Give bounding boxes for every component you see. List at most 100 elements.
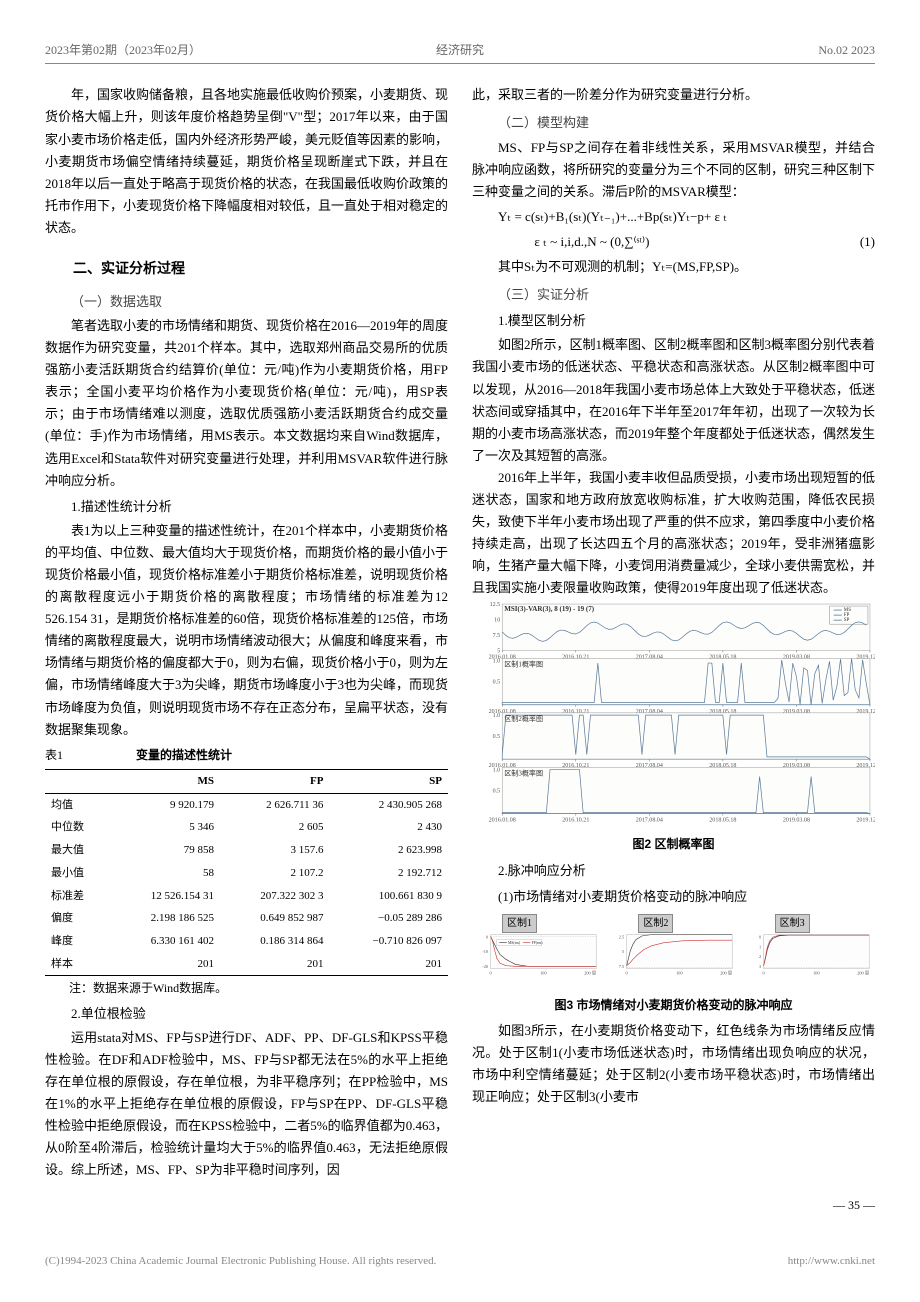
table1-cell: 207.322 302 3	[220, 885, 329, 908]
table-row: 均值9 920.1792 626.711 362 430.905 268	[45, 793, 448, 816]
sub-desc: 1.描述性统计分析	[45, 496, 448, 518]
table1-cell: 2 623.998	[329, 839, 448, 862]
table-row: 样本201201201	[45, 953, 448, 976]
table1-cell: 2 430.905 268	[329, 793, 448, 816]
page-number: — 35 —	[45, 1195, 875, 1215]
svg-text:7.5: 7.5	[493, 633, 501, 639]
table1-cell: 0.649 852 987	[220, 907, 329, 930]
table1-cell: 2 605	[220, 816, 329, 839]
svg-text:1.0: 1.0	[493, 713, 501, 719]
table-row: 最大值79 8583 157.62 623.998	[45, 839, 448, 862]
svg-text:10: 10	[494, 618, 500, 624]
table1-cell: 9 920.179	[110, 793, 219, 816]
table1-cell: 中位数	[45, 816, 110, 839]
fig3-row: 区制1 0-10-200100200 周 MS(ms) FP(ms) 区制2 2…	[472, 912, 875, 992]
svg-text:3: 3	[759, 964, 761, 969]
table1-cell: 最大值	[45, 839, 110, 862]
svg-text:2018.05.18: 2018.05.18	[709, 818, 736, 824]
table1-cell: 样本	[45, 953, 110, 976]
table1-cell: 标准差	[45, 885, 110, 908]
footer-left: (C)1994-2023 China Academic Journal Elec…	[45, 1252, 436, 1271]
table1-cell: 偏度	[45, 907, 110, 930]
header-right: No.02 2023	[598, 40, 875, 60]
table1-col: SP	[329, 770, 448, 794]
svg-text:5: 5	[497, 649, 500, 655]
footer-right: http://www.cnki.net	[788, 1252, 875, 1271]
table1-col: MS	[110, 770, 219, 794]
table1-cell: 201	[110, 953, 219, 976]
table1-cell: 峰度	[45, 930, 110, 953]
table-row: 标准差12 526.154 31207.322 302 3100.661 830…	[45, 885, 448, 908]
svg-text:5: 5	[622, 949, 624, 954]
sub-model: （二）模型构建	[472, 112, 875, 134]
svg-text:0: 0	[762, 970, 764, 975]
intro-para: 年，国家收购储备粮，且各地实施最低收购价预案，小麦期货、现货价格大幅上升，则该年…	[45, 84, 448, 239]
sub-imp: 2.脉冲响应分析	[472, 860, 875, 882]
sub-imp1: (1)市场情绪对小麦期货价格变动的脉冲响应	[472, 886, 875, 908]
sub-emp: （三）实证分析	[472, 284, 875, 306]
para-reg1: 如图2所示，区制1概率图、区制2概率图和区制3概率图分别代表着我国小麦市场的低迷…	[472, 334, 875, 467]
svg-text:0: 0	[490, 970, 492, 975]
table1-caption: 表1 变量的描述性统计	[45, 745, 448, 765]
table1-cell: 均值	[45, 793, 110, 816]
table1-cell: 6.330 161 402	[110, 930, 219, 953]
para-reg2: 2016年上半年，我国小麦丰收但品质受损，小麦市场出现短暂的低迷状态，国家和地方…	[472, 467, 875, 600]
table1-label-r: 变量的描述性统计	[136, 748, 232, 762]
regime-label: 区制2	[638, 914, 673, 933]
table-row: 峰度6.330 161 4020.186 314 864−0.710 826 0…	[45, 930, 448, 953]
svg-text:1: 1	[759, 944, 761, 949]
impulse-panel: 区制2 2.557.50100200 周	[608, 912, 738, 992]
svg-text:0.5: 0.5	[493, 734, 501, 740]
svg-text:7.5: 7.5	[619, 964, 624, 969]
table1-cell: 3 157.6	[220, 839, 329, 862]
svg-text:200 周: 200 周	[857, 970, 869, 976]
table1-cell: 12 526.154 31	[110, 885, 219, 908]
svg-text:0.5: 0.5	[493, 789, 501, 795]
svg-text:SP: SP	[844, 619, 850, 624]
svg-text:100: 100	[540, 970, 547, 975]
sub-reg: 1.模型区制分析	[472, 310, 875, 332]
table1-cell: 100.661 830 9	[329, 885, 448, 908]
footer: (C)1994-2023 China Academic Journal Elec…	[0, 1246, 920, 1281]
formula3: 其中Sₜ为不可观测的机制；Yₜ=(MS,FP,SP)。	[472, 256, 875, 278]
table1-cell: 201	[329, 953, 448, 976]
svg-text:区制3概率图: 区制3概率图	[504, 769, 543, 778]
fig2-chart: 2016.01.082016.10.212017.08.042018.05.18…	[472, 599, 875, 831]
regime-label: 区制1	[502, 914, 537, 933]
svg-text:FP(ms): FP(ms)	[532, 941, 544, 945]
left-column: 年，国家收购储备粮，且各地实施最低收购价预案，小麦期货、现货价格大幅上升，则该年…	[45, 84, 448, 1181]
svg-text:200 周: 200 周	[584, 970, 596, 976]
table1-note: 注：数据来源于Wind数据库。	[45, 978, 448, 998]
formula2-txt: ε ₜ ~ i,i,d.,N ~ (0,∑⁽ˢᵗ⁾)	[534, 234, 649, 249]
svg-text:12.5: 12.5	[490, 603, 501, 609]
eqnum1: (1)	[834, 231, 875, 253]
svg-text:MSI(3)-VAR(3), 8 (19) - 19 (7): MSI(3)-VAR(3), 8 (19) - 19 (7)	[504, 606, 595, 614]
table1-cell: −0.05 289 286	[329, 907, 448, 930]
table1-cell: 2 192.712	[329, 862, 448, 885]
table1: MSFPSP 均值9 920.1792 626.711 362 430.905 …	[45, 769, 448, 976]
table1-cell: 2 107.2	[220, 862, 329, 885]
header-bar: 2023年第02期（2023年02月） 经济研究 No.02 2023	[45, 40, 875, 64]
table1-cell: 0.186 314 864	[220, 930, 329, 953]
header-left: 2023年第02期（2023年02月）	[45, 40, 322, 60]
svg-text:2016.10.21: 2016.10.21	[562, 818, 589, 824]
svg-text:2.5: 2.5	[619, 934, 624, 939]
svg-text:100: 100	[676, 970, 683, 975]
right-column: 此，采取三者的一阶差分作为研究变量进行分析。 （二）模型构建 MS、FP与SP之…	[472, 84, 875, 1181]
svg-text:1.0: 1.0	[493, 659, 501, 665]
svg-text:0: 0	[486, 934, 488, 939]
table-row: 中位数5 3462 6052 430	[45, 816, 448, 839]
cont-para: 此，采取三者的一阶差分作为研究变量进行分析。	[472, 84, 875, 106]
svg-text:2019.12.20: 2019.12.20	[856, 818, 875, 824]
svg-text:2016.01.08: 2016.01.08	[489, 818, 516, 824]
formula2: ε ₜ ~ i,i,d.,N ~ (0,∑⁽ˢᵗ⁾) (1)	[472, 231, 875, 253]
para-fig3: 如图3所示，在小麦期货价格变动下，红色线条为市场情绪反应情况。处于区制1(小麦市…	[472, 1020, 875, 1108]
sub-data: （一）数据选取	[45, 291, 448, 313]
para-unit: 运用stata对MS、FP与SP进行DF、ADF、PP、DF-GLS和KPSS平…	[45, 1027, 448, 1182]
impulse-panel: 区制1 0-10-200100200 周 MS(ms) FP(ms)	[472, 912, 602, 992]
formula1: Yₜ = c(sₜ)+B₁(sₜ)(Yₜ₋₁)+...+Bp(sₜ)Yₜ−p+ …	[472, 206, 875, 228]
svg-text:0: 0	[759, 934, 761, 939]
table1-col: FP	[220, 770, 329, 794]
sub-unit: 2.单位根检验	[45, 1003, 448, 1025]
impulse-panel: 区制3 01230100200 周	[745, 912, 875, 992]
